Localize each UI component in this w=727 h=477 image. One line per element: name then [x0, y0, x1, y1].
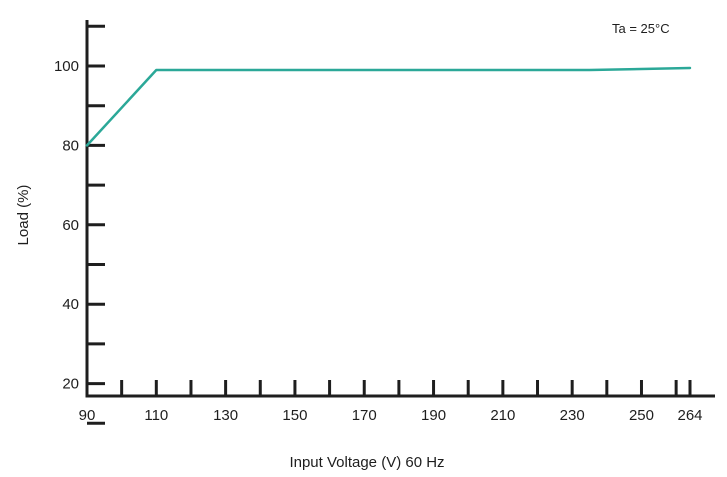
y-tick-label: 20 [62, 376, 79, 393]
load-series-line [87, 68, 690, 145]
y-tick-label: 80 [62, 137, 79, 154]
x-tick-label: 190 [421, 407, 446, 424]
x-tick-label: 150 [282, 407, 307, 424]
x-tick-label: 110 [144, 407, 168, 424]
y-axis-title: Load (%) [15, 185, 32, 246]
tick-labels-group: 20 40 60 80 100 90 110 130 150 170 190 210 230 250 264 [54, 58, 703, 424]
y-tick-label: 100 [54, 58, 79, 75]
x-tick-label: 170 [352, 407, 377, 424]
x-tick-label: 90 [79, 407, 96, 424]
y-tick-label: 40 [62, 296, 79, 313]
x-axis-title: Input Voltage (V) 60 Hz [289, 454, 444, 471]
x-tick-label: 230 [560, 407, 585, 424]
y-tick-label: 60 [62, 217, 79, 234]
x-tick-label: 130 [213, 407, 238, 424]
ticks-group [87, 26, 690, 423]
x-tick-label: 210 [490, 407, 515, 424]
x-tick-label: 250 [629, 407, 654, 424]
temperature-annotation: Ta = 25°C [612, 21, 670, 36]
series-group [87, 68, 690, 145]
axes-group [86, 20, 716, 398]
x-tick-label: 264 [677, 407, 702, 424]
